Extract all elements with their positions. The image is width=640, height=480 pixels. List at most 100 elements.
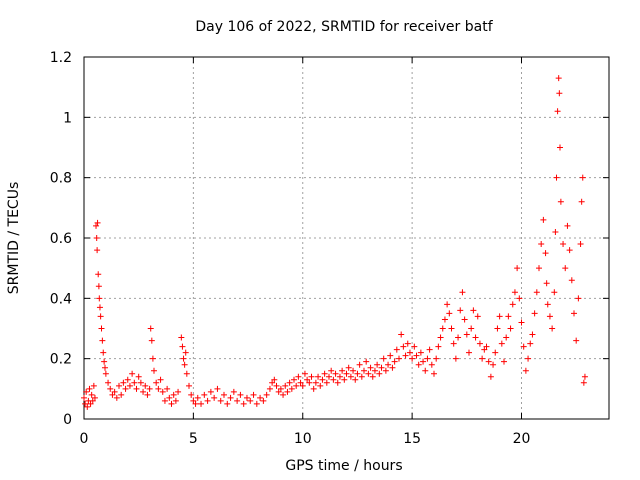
data-point: [422, 367, 429, 374]
data-point: [126, 382, 133, 389]
data-point: [186, 382, 192, 389]
data-point: [315, 373, 322, 380]
data-point: [450, 340, 457, 347]
data-point: [120, 379, 127, 386]
data-point: [336, 373, 343, 380]
data-point: [540, 216, 547, 223]
data-point: [90, 382, 97, 389]
data-point: [424, 355, 431, 362]
data-point: [426, 346, 433, 353]
data-point: [131, 379, 138, 386]
data-point: [431, 370, 437, 377]
data-point: [441, 316, 448, 323]
data-point: [516, 295, 523, 302]
data-point: [88, 391, 95, 398]
data-point: [485, 358, 492, 365]
y-axis: 0 0.2 0.4 0.6 0.8 1 1.2: [50, 50, 609, 428]
data-point: [310, 385, 317, 392]
data-point: [82, 400, 89, 407]
data-point: [557, 144, 563, 151]
data-point: [188, 391, 195, 398]
data-point: [94, 219, 101, 226]
data-point: [496, 313, 503, 320]
data-point: [96, 304, 103, 311]
data-point: [533, 289, 540, 296]
data-point: [529, 331, 536, 338]
y-tick-label: 0: [63, 412, 72, 428]
data-point: [308, 373, 315, 380]
data-point: [378, 364, 385, 371]
data-point: [96, 295, 103, 302]
data-point: [87, 400, 94, 407]
data-point: [514, 265, 521, 272]
data-point: [253, 400, 260, 407]
data-point: [494, 325, 501, 332]
data-point: [347, 373, 354, 380]
y-tick-label: 0.8: [50, 171, 72, 187]
data-point: [297, 379, 304, 386]
data-point: [148, 337, 155, 344]
data-point: [573, 337, 580, 344]
data-point: [284, 388, 291, 395]
data-point: [461, 316, 468, 323]
x-tick-label: 5: [189, 431, 198, 447]
data-point: [94, 247, 101, 254]
data-point: [147, 325, 154, 332]
data-point: [266, 385, 273, 392]
data-point: [406, 349, 413, 356]
data-point: [564, 222, 571, 229]
data-point: [124, 376, 131, 383]
data-point: [568, 277, 575, 284]
data-point: [89, 397, 96, 404]
data-point: [536, 265, 542, 272]
data-point: [481, 346, 488, 353]
data-point: [472, 334, 479, 341]
data-point: [149, 355, 156, 362]
data-point: [400, 343, 407, 350]
data-point: [435, 343, 442, 350]
data-point: [194, 394, 201, 401]
data-point: [304, 376, 311, 383]
data-point: [86, 385, 93, 392]
data-point: [393, 346, 400, 353]
data-point: [507, 325, 514, 332]
data-point: [288, 385, 295, 392]
data-point: [402, 352, 409, 359]
data-point: [273, 382, 280, 389]
data-point: [369, 373, 376, 380]
data-point: [518, 319, 525, 326]
data-point: [476, 340, 483, 347]
data-point: [455, 334, 462, 341]
data-point: [365, 370, 372, 377]
data-point: [415, 361, 422, 368]
data-point: [546, 313, 553, 320]
data-point: [180, 355, 187, 362]
data-point: [389, 364, 396, 371]
data-point: [269, 379, 276, 386]
data-point: [230, 388, 237, 395]
data-point: [102, 370, 109, 377]
data-point: [321, 370, 328, 377]
data-point: [553, 174, 560, 181]
data-point: [172, 397, 179, 404]
data-point: [144, 391, 151, 398]
data-point: [509, 301, 516, 308]
data-point: [555, 75, 562, 82]
data-point: [560, 241, 567, 248]
data-point: [319, 376, 326, 383]
data-point: [201, 391, 208, 398]
x-axis: 0 5 10 15 20: [80, 57, 530, 447]
data-point: [498, 340, 505, 347]
chart-title: Day 106 of 2022, SRMTID for receiver bat…: [195, 19, 493, 35]
data-point: [250, 391, 257, 398]
data-point: [409, 355, 416, 362]
data-point: [380, 355, 387, 362]
data-point: [214, 385, 221, 392]
data-point: [286, 379, 293, 386]
data-point: [146, 385, 153, 392]
data-point: [479, 355, 486, 362]
x-axis-label: GPS time / hours: [285, 458, 402, 474]
data-point: [387, 352, 394, 359]
data-point: [363, 358, 370, 365]
data-point: [93, 235, 100, 241]
